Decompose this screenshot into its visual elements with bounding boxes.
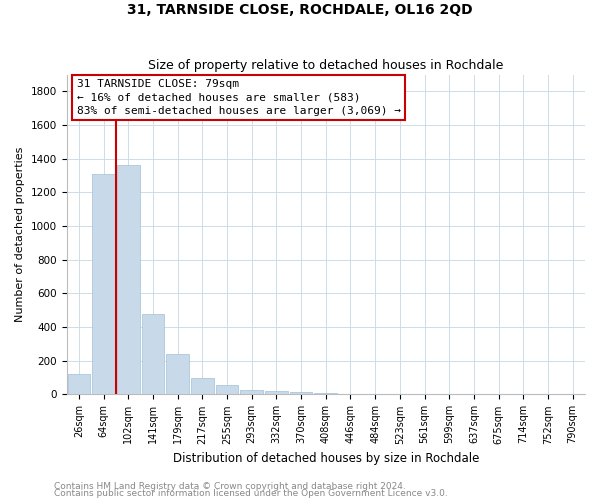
Bar [68,374,90,394]
Bar [241,390,263,394]
Bar [117,166,140,394]
Title: Size of property relative to detached houses in Rochdale: Size of property relative to detached ho… [148,59,503,72]
Text: 31 TARNSIDE CLOSE: 79sqm
← 16% of detached houses are smaller (583)
83% of semi-: 31 TARNSIDE CLOSE: 79sqm ← 16% of detach… [77,80,401,116]
Text: 31, TARNSIDE CLOSE, ROCHDALE, OL16 2QD: 31, TARNSIDE CLOSE, ROCHDALE, OL16 2QD [127,2,473,16]
Text: Contains public sector information licensed under the Open Government Licence v3: Contains public sector information licen… [54,489,448,498]
Bar [265,392,288,394]
Bar [142,314,164,394]
Bar [314,393,337,394]
Bar [191,378,214,394]
Bar [166,354,189,395]
Text: Contains HM Land Registry data © Crown copyright and database right 2024.: Contains HM Land Registry data © Crown c… [54,482,406,491]
Y-axis label: Number of detached properties: Number of detached properties [15,147,25,322]
Bar [215,385,238,394]
X-axis label: Distribution of detached houses by size in Rochdale: Distribution of detached houses by size … [173,452,479,465]
Bar [290,392,313,394]
Bar [92,174,115,394]
